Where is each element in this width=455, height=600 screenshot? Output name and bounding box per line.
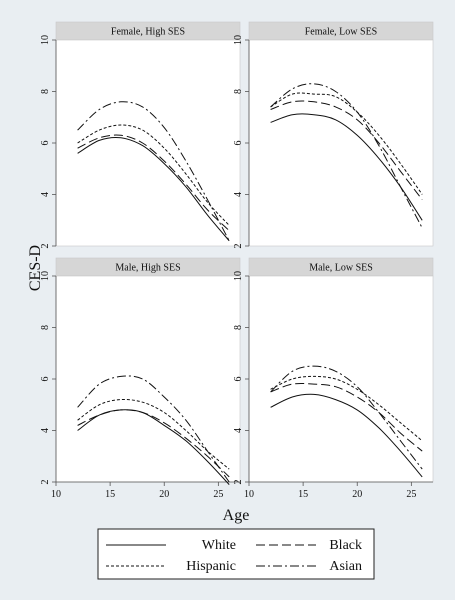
x-tick-label: 10: [51, 489, 61, 500]
y-tick-label: 8: [233, 325, 244, 330]
y-tick-label: 10: [40, 271, 51, 281]
x-tick-label: 25: [406, 489, 416, 500]
y-tick-label: 2: [233, 244, 244, 249]
panel-title: Female, Low SES: [305, 27, 378, 38]
series-line-asian: [77, 101, 230, 242]
legend-label-white: White: [202, 538, 236, 553]
series-line-hispanic: [270, 92, 423, 195]
y-tick-label: 8: [40, 325, 51, 330]
y-tick-label: 6: [40, 141, 51, 146]
y-tick-label: 4: [40, 192, 51, 197]
y-tick-label: 6: [40, 377, 51, 382]
y-tick-label: 4: [233, 428, 244, 433]
series-line-black: [270, 100, 423, 201]
plot-area: [55, 275, 241, 483]
y-tick-label: 8: [233, 89, 244, 94]
plot-area: [248, 275, 434, 483]
y-tick-label: 2: [233, 480, 244, 485]
series-line-black: [270, 382, 423, 452]
y-tick-label: 6: [233, 141, 244, 146]
plot-area: [55, 39, 241, 247]
series-line-white: [77, 137, 230, 242]
x-axis-title: Age: [223, 507, 250, 524]
y-tick-label: 4: [40, 428, 51, 433]
series-line-white: [270, 393, 423, 478]
series-line-hispanic: [270, 375, 423, 442]
y-tick-label: 2: [40, 244, 51, 249]
series-line-black: [77, 409, 230, 478]
y-tick-label: 6: [233, 377, 244, 382]
x-tick-label: 25: [213, 489, 223, 500]
series-line-asian: [270, 365, 423, 470]
y-axis-title: CES-D: [27, 245, 44, 291]
legend-label-asian: Asian: [329, 559, 362, 574]
y-tick-label: 10: [233, 35, 244, 45]
panel-title: Male, Low SES: [309, 263, 373, 274]
legend-box: [97, 528, 375, 580]
x-tick-label: 15: [298, 489, 308, 500]
legend-label-hispanic: Hispanic: [186, 559, 236, 574]
y-tick-label: 10: [40, 35, 51, 45]
series-line-hispanic: [77, 124, 230, 226]
y-tick-label: 10: [233, 271, 244, 281]
x-tick-label: 15: [105, 489, 115, 500]
x-tick-label: 20: [159, 489, 169, 500]
series-line-hispanic: [77, 399, 230, 470]
y-tick-label: 4: [233, 192, 244, 197]
x-tick-label: 10: [244, 489, 254, 500]
y-tick-label: 8: [40, 89, 51, 94]
panel-title: Male, High SES: [115, 263, 180, 274]
series-line-asian: [77, 375, 230, 483]
plot-area: [248, 39, 434, 247]
x-tick-label: 20: [352, 489, 362, 500]
series-line-asian: [270, 83, 423, 229]
y-tick-label: 2: [40, 480, 51, 485]
series-line-black: [77, 134, 230, 231]
series-line-white: [77, 409, 230, 485]
panel-title: Female, High SES: [111, 27, 185, 38]
legend-label-black: Black: [329, 538, 362, 553]
